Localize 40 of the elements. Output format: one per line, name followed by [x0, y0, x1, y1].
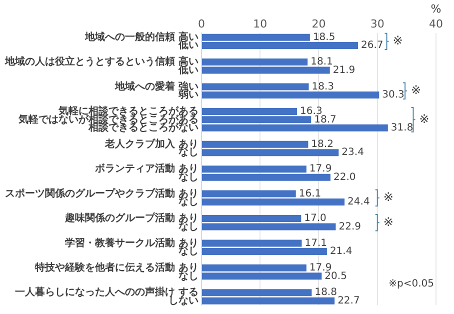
- data-label: 30.3: [382, 90, 404, 101]
- x-axis-title: %: [430, 2, 442, 16]
- x-tick-label: 40: [429, 17, 443, 30]
- data-label: 16.1: [298, 188, 322, 200]
- data-label: 31.8: [390, 122, 414, 134]
- x-tick-label: 10: [253, 17, 268, 30]
- y-tick-label: なし: [178, 246, 198, 258]
- data-label: 26.7: [361, 40, 384, 52]
- y-tick-label: なし: [178, 147, 198, 158]
- data-label: 21.4: [330, 246, 352, 258]
- y-tick-label: 学習・教養サークル活動 あり: [64, 236, 198, 249]
- data-label: 18.7: [314, 114, 336, 126]
- annotation: ※: [411, 82, 422, 97]
- x-tick-label: 20: [312, 17, 326, 30]
- annotation: ※: [383, 190, 394, 204]
- data-label: 22.9: [338, 221, 362, 232]
- data-label: 21.9: [332, 64, 356, 76]
- data-label: 17.1: [304, 238, 328, 249]
- data-label: 17.0: [304, 213, 326, 224]
- data-label: 23.4: [342, 147, 364, 158]
- y-tick-label: 地域への一般的信頼 高い: [84, 30, 198, 43]
- data-label: 22.7: [338, 295, 360, 306]
- data-label: 22.0: [333, 172, 356, 183]
- x-tick-label: 30: [370, 17, 384, 30]
- annotation: ※p<0.05: [388, 278, 434, 290]
- data-label: 18.1: [310, 56, 333, 68]
- data-label: 18.8: [314, 287, 337, 298]
- y-tick-label: なし: [178, 196, 198, 208]
- annotation: ※: [383, 214, 394, 229]
- y-tick-label: 老人クラブ加入 あり: [104, 138, 198, 150]
- data-label: 20.5: [324, 270, 347, 282]
- y-tick-label: スポーツ関係のグループやクラブ活動 あり: [4, 187, 198, 200]
- x-tick-label: 0: [198, 17, 205, 30]
- data-label: 18.5: [312, 32, 336, 43]
- data-label: 24.4: [348, 196, 370, 208]
- data-label: 17.9: [309, 164, 332, 175]
- data-label: 18.2: [311, 138, 334, 150]
- annotation: ※: [392, 34, 403, 48]
- annotation: ※: [419, 112, 430, 126]
- data-label: 18.3: [312, 81, 334, 92]
